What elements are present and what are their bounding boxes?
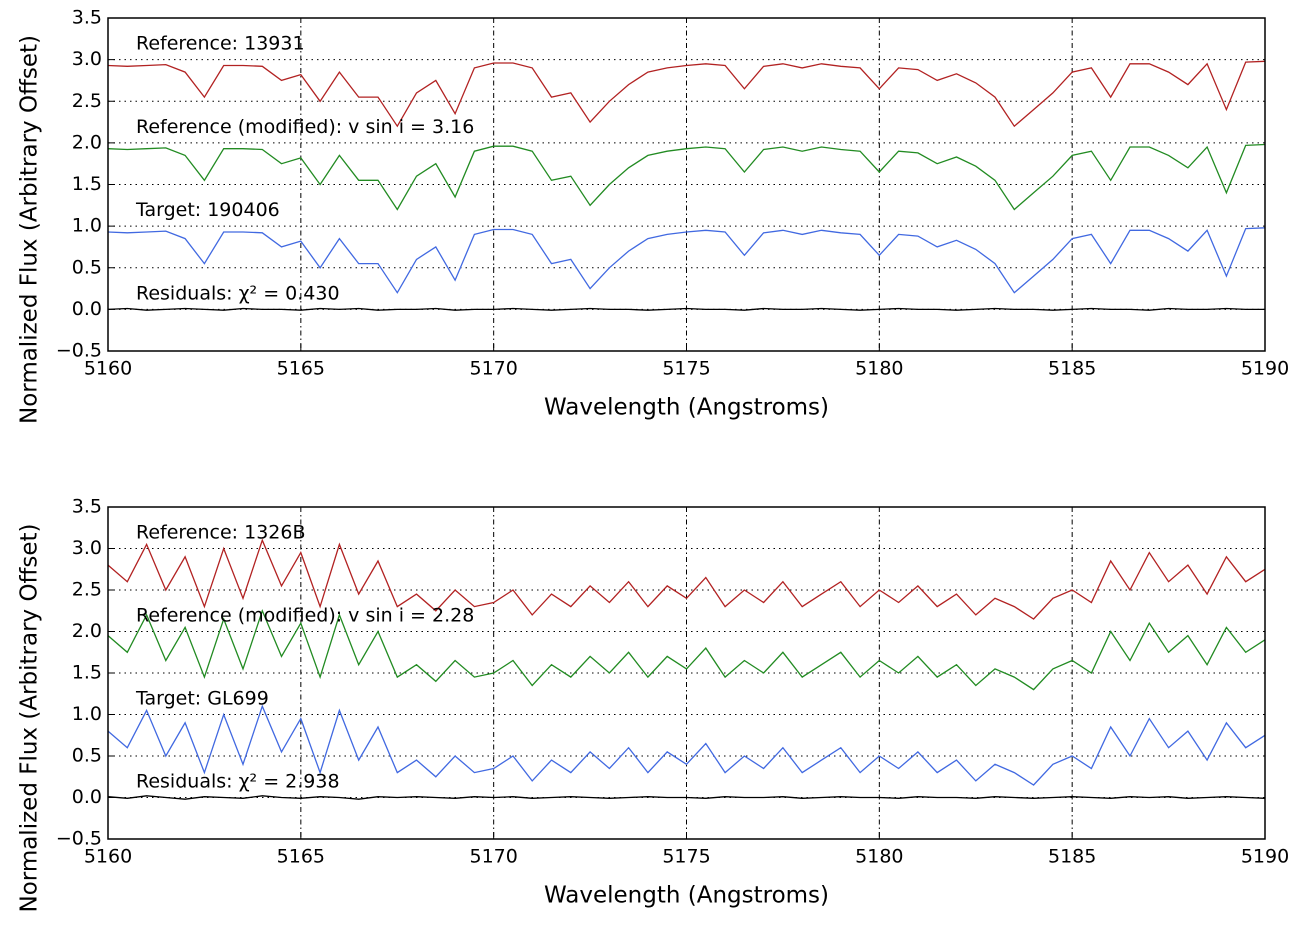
y-tick-label: 0.0: [72, 786, 102, 808]
x-tick-label: 5175: [662, 846, 710, 868]
y-tick-label: 1.5: [72, 173, 102, 195]
series-line: [107, 227, 1266, 294]
y-tick-label: 0.5: [72, 256, 102, 278]
x-tick-label: 5165: [277, 846, 325, 868]
y-tick-label: 0.5: [72, 745, 102, 767]
x-axis-label: Wavelength (Angstroms): [544, 395, 829, 421]
x-tick-label: 5190: [1241, 846, 1289, 868]
y-tick-label: 2.5: [72, 90, 102, 112]
y-tick-label: −0.5: [56, 340, 102, 362]
y-tick-label: 1.5: [72, 662, 102, 684]
series-line: [107, 143, 1266, 211]
annotation: Reference (modified): v sin i = 3.16: [136, 116, 474, 138]
y-tick-label: 1.0: [72, 215, 102, 237]
x-tick-label: 5190: [1241, 358, 1289, 380]
x-tick-label: 5160: [84, 358, 132, 380]
annotation: Reference (modified): v sin i = 2.28: [136, 605, 474, 627]
x-tick-label: 5180: [855, 358, 903, 380]
x-tick-label: 5160: [84, 846, 132, 868]
annotation: Residuals: χ² = 0.430: [136, 282, 340, 304]
annotation: Reference: 13931: [136, 33, 305, 55]
x-tick-label: 5165: [277, 358, 325, 380]
x-tick-label: 5170: [469, 846, 517, 868]
series-line: [107, 538, 1266, 620]
x-tick-label: 5175: [662, 358, 710, 380]
y-tick-label: 2.0: [72, 131, 102, 153]
annotation: Reference: 1326B: [136, 522, 306, 544]
x-tick-label: 5180: [855, 846, 903, 868]
series-line: [107, 795, 1266, 800]
y-tick-label: 3.0: [72, 48, 102, 70]
x-axis-label: Wavelength (Angstroms): [544, 883, 829, 909]
y-tick-label: 2.0: [72, 620, 102, 642]
series-line: [107, 608, 1266, 691]
y-tick-label: 3.5: [72, 7, 102, 29]
annotation: Residuals: χ² = 2.938: [136, 771, 340, 793]
series-line: [107, 704, 1266, 786]
series-line: [107, 60, 1266, 128]
y-axis-label: Normalized Flux (Arbitrary Offset): [17, 35, 43, 424]
y-tick-label: 0.0: [72, 298, 102, 320]
x-tick-label: 5185: [1048, 846, 1096, 868]
annotation: Target: 190406: [135, 199, 280, 221]
plot-frame: [107, 506, 1266, 840]
y-tick-label: 1.0: [72, 703, 102, 725]
x-tick-label: 5185: [1048, 358, 1096, 380]
y-tick-label: 3.0: [72, 537, 102, 559]
plot-frame: [107, 17, 1266, 352]
y-tick-label: 2.5: [72, 579, 102, 601]
y-tick-label: −0.5: [56, 828, 102, 850]
x-tick-label: 5170: [469, 358, 517, 380]
y-axis-label: Normalized Flux (Arbitrary Offset): [17, 523, 43, 912]
y-tick-label: 3.5: [72, 496, 102, 518]
series-line: [107, 307, 1265, 311]
annotation: Target: GL699: [135, 688, 269, 710]
